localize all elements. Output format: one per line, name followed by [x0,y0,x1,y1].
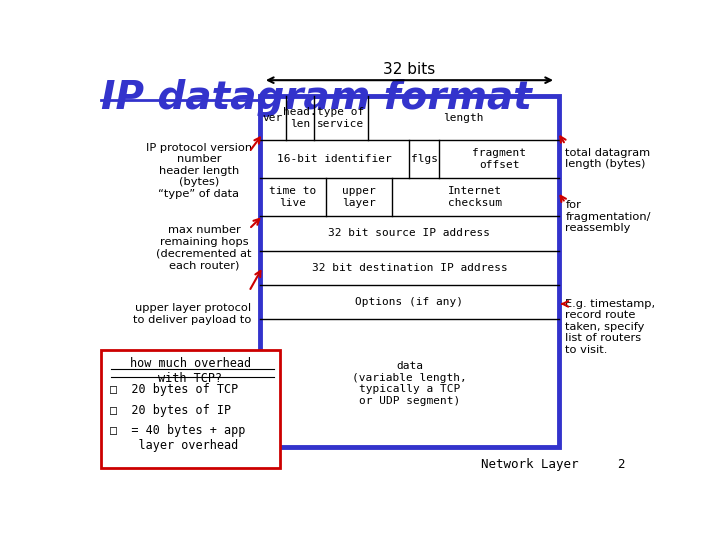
Text: length: length [443,113,483,123]
Text: 32 bit source IP address: 32 bit source IP address [328,228,490,239]
Text: □  = 40 bytes + app
    layer overhead: □ = 40 bytes + app layer overhead [109,424,245,453]
Text: fragment
offset: fragment offset [472,148,526,170]
Text: Options (if any): Options (if any) [356,297,464,307]
Text: 32 bits: 32 bits [383,62,436,77]
Text: □  20 bytes of TCP: □ 20 bytes of TCP [109,383,238,396]
Text: 2: 2 [617,458,625,471]
Text: time to
live: time to live [269,186,317,208]
Text: Network Layer: Network Layer [481,458,578,471]
Text: IP datagram format: IP datagram format [101,79,532,117]
Text: type of
service: type of service [318,107,364,129]
Text: total datagram
length (bytes): total datagram length (bytes) [565,147,651,169]
Text: for
fragmentation/
reassembly: for fragmentation/ reassembly [565,200,651,233]
Text: 16-bit identifier: 16-bit identifier [277,154,392,164]
Text: how much overhead
with TCP?: how much overhead with TCP? [130,357,251,385]
Text: IP protocol version
number
header length
(bytes)
“type” of data: IP protocol version number header length… [145,143,252,199]
Text: max number
remaining hops
(decremented at
each router): max number remaining hops (decremented a… [156,225,252,270]
FancyBboxPatch shape [260,96,559,447]
Text: flgs: flgs [411,154,438,164]
Text: 32 bit destination IP address: 32 bit destination IP address [312,263,508,273]
Text: □  20 bytes of IP: □ 20 bytes of IP [109,404,230,417]
Text: data
(variable length,
typically a TCP
or UDP segment): data (variable length, typically a TCP o… [352,361,467,406]
FancyBboxPatch shape [101,349,280,468]
Text: head.
len: head. len [283,107,317,129]
Text: upper
layer: upper layer [342,186,376,208]
Text: Internet
checksum: Internet checksum [448,186,502,208]
Text: upper layer protocol
to deliver payload to: upper layer protocol to deliver payload … [133,303,252,325]
Text: E.g. timestamp,
record route
taken, specify
list of routers
to visit.: E.g. timestamp, record route taken, spec… [565,299,655,355]
Text: ver: ver [263,113,283,123]
